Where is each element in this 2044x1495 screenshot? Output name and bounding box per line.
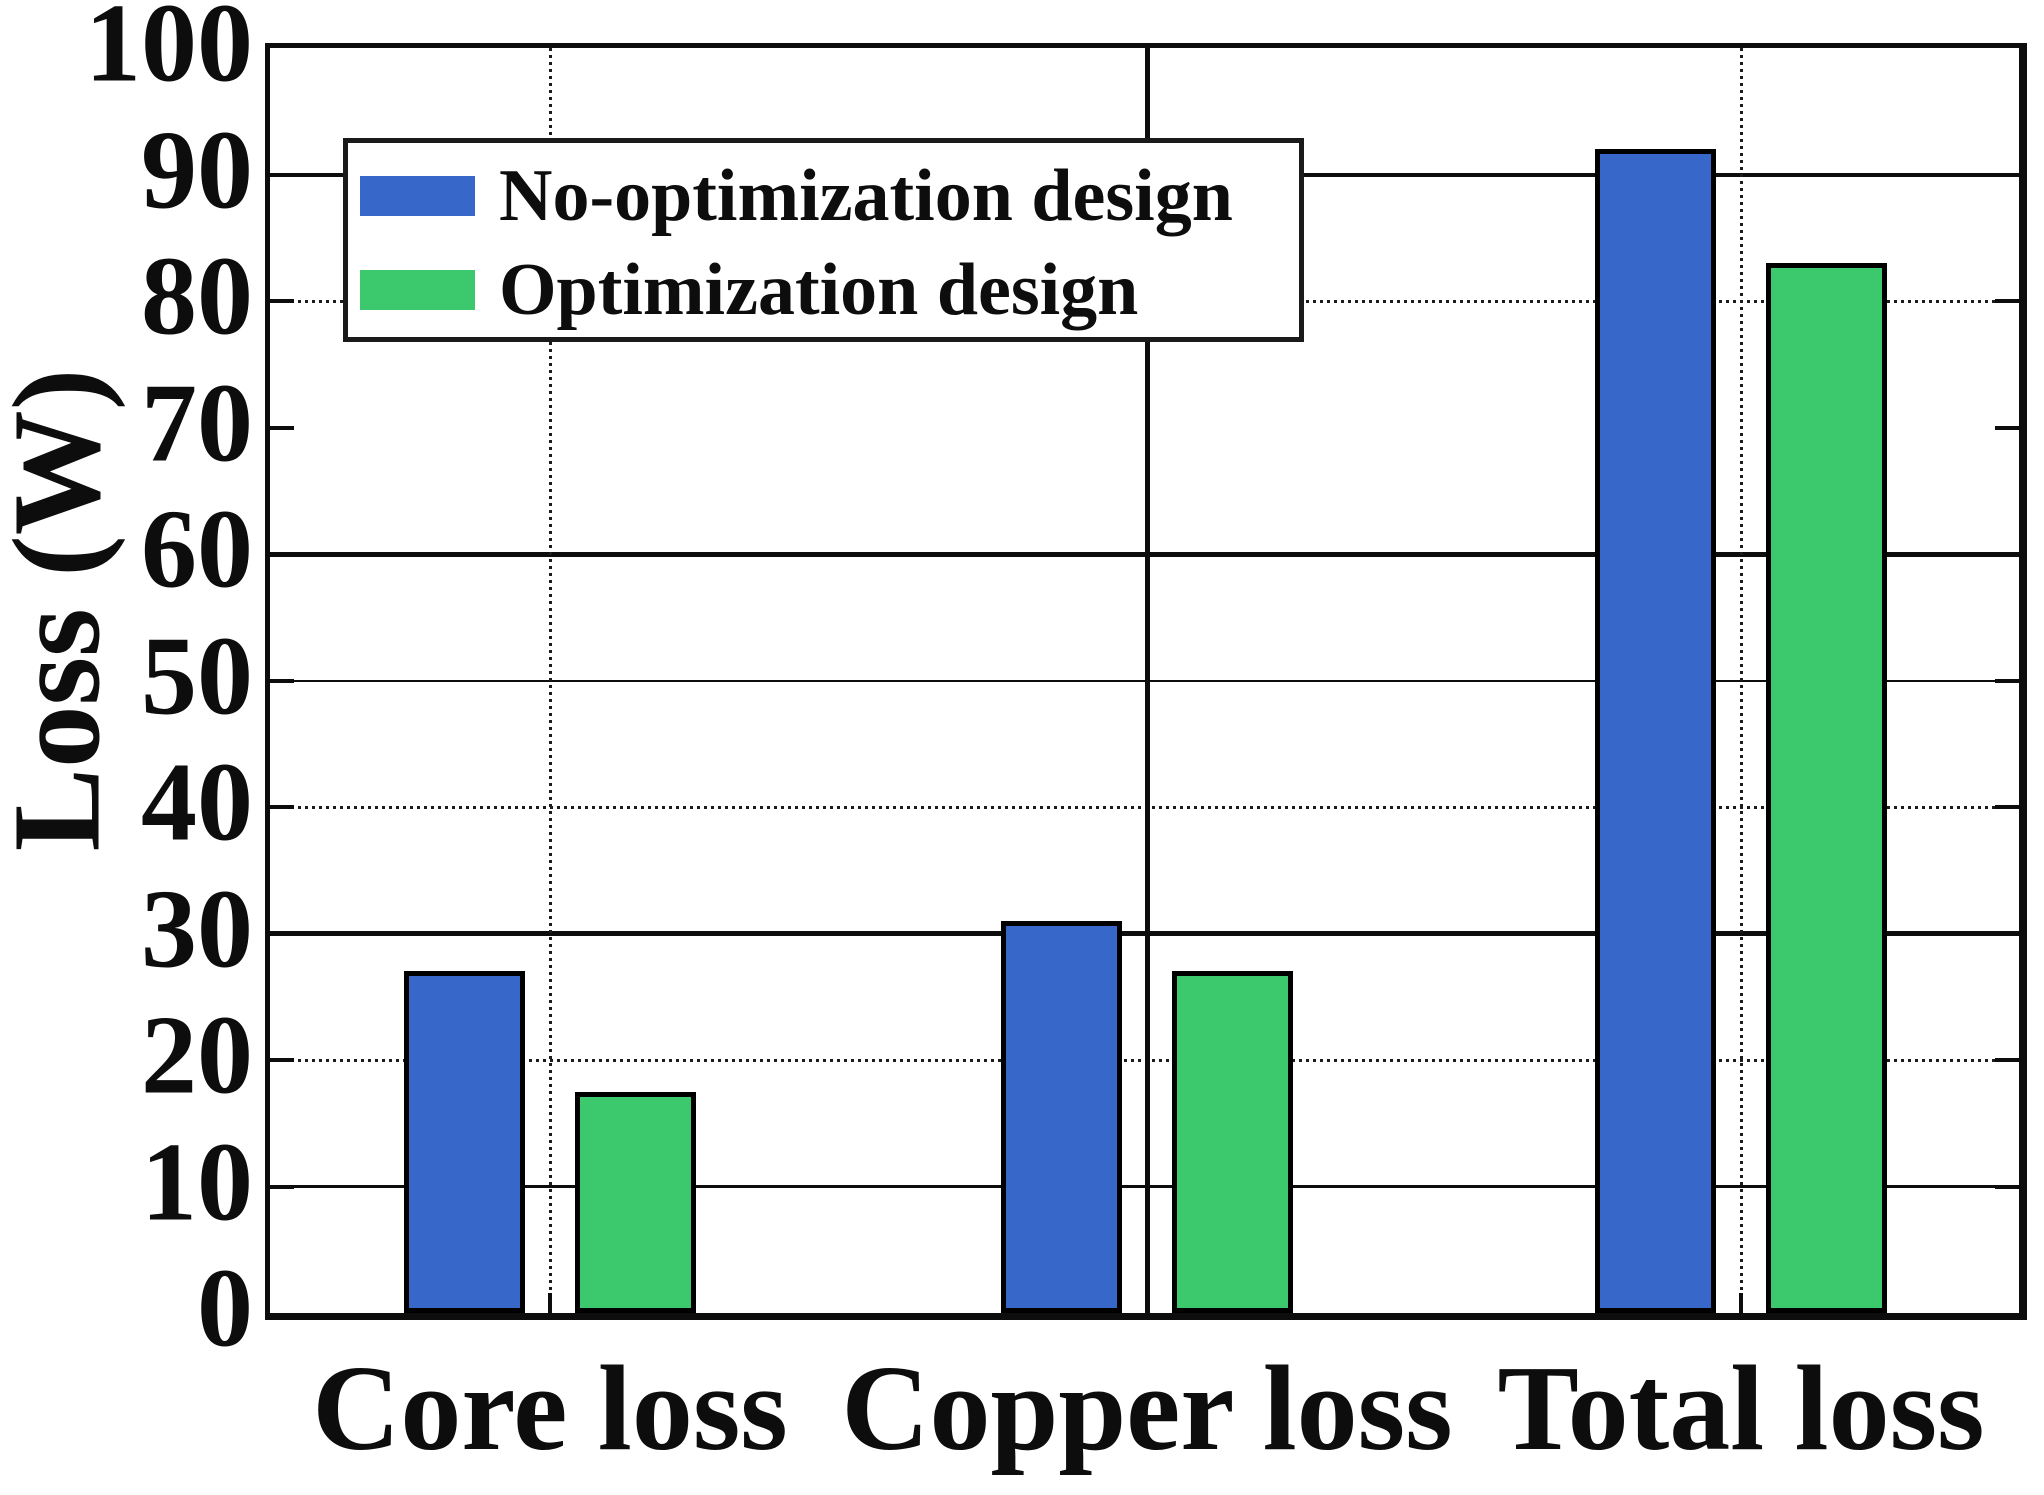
legend-swatch-no-optimization-design: [360, 176, 475, 216]
y-tick-right-50: [1995, 678, 2019, 683]
legend: No-optimization design Optimization desi…: [343, 138, 1304, 342]
y-tick-right-30: [1995, 931, 2019, 936]
v-gridline-core-loss: [548, 48, 552, 1313]
y-tick-label-70: 70: [141, 361, 253, 486]
v-gridline-total-loss: [1739, 48, 1743, 1313]
y-tick-label-90: 90: [141, 108, 253, 233]
y-tick-left-10: [270, 1184, 294, 1189]
legend-item-no-optimization-design: No-optimization design: [360, 159, 1291, 233]
y-tick-right-20: [1995, 1058, 2019, 1062]
bar-core-loss-optimization-design: [575, 1092, 696, 1313]
legend-swatch-optimization-design: [360, 270, 475, 310]
y-tick-right-80: [1995, 299, 2019, 303]
bar-copper-loss-no-optimization-design: [1001, 921, 1122, 1313]
y-tick-label-40: 40: [141, 740, 253, 865]
bar-total-loss-optimization-design: [1766, 263, 1887, 1313]
legend-label-no-optimization-design: No-optimization design: [499, 155, 1233, 237]
v-gridline-copper-loss: [1144, 48, 1150, 1313]
y-tick-label-20: 20: [141, 993, 253, 1118]
y-tick-right-60: [1995, 552, 2019, 556]
y-tick-right-10: [1995, 1184, 2019, 1189]
x-tick-total-loss: [1739, 1293, 1743, 1313]
legend-item-optimization-design: Optimization design: [360, 253, 1291, 327]
x-tick-copper-loss: [1145, 1293, 1149, 1313]
x-category-label-copper-loss: Copper loss: [841, 1341, 1453, 1476]
bar-copper-loss-optimization-design: [1172, 971, 1293, 1313]
y-tick-label-100: 100: [85, 0, 253, 106]
x-tick-core-loss: [548, 1293, 552, 1313]
y-tick-right-40: [1995, 805, 2019, 809]
y-tick-label-0: 0: [197, 1246, 253, 1371]
y-tick-left-50: [270, 678, 294, 683]
y-tick-label-60: 60: [141, 487, 253, 612]
y-tick-label-80: 80: [141, 234, 253, 359]
y-tick-label-10: 10: [141, 1120, 253, 1245]
bar-total-loss-no-optimization-design: [1595, 149, 1716, 1313]
y-tick-left-70: [270, 425, 294, 430]
y-tick-left-80: [270, 299, 294, 303]
y-tick-left-30: [270, 931, 294, 936]
y-tick-right-70: [1995, 425, 2019, 430]
bar-core-loss-no-optimization-design: [404, 971, 525, 1313]
y-tick-label-30: 30: [141, 867, 253, 992]
x-category-label-core-loss: Core loss: [312, 1341, 788, 1476]
y-tick-left-90: [270, 172, 294, 177]
y-tick-right-90: [1995, 172, 2019, 177]
x-category-label-total-loss: Total loss: [1497, 1341, 1985, 1476]
y-tick-label-50: 50: [141, 614, 253, 739]
y-tick-left-60: [270, 552, 294, 556]
y-tick-left-40: [270, 805, 294, 809]
y-tick-left-20: [270, 1058, 294, 1062]
legend-label-optimization-design: Optimization design: [499, 249, 1139, 331]
